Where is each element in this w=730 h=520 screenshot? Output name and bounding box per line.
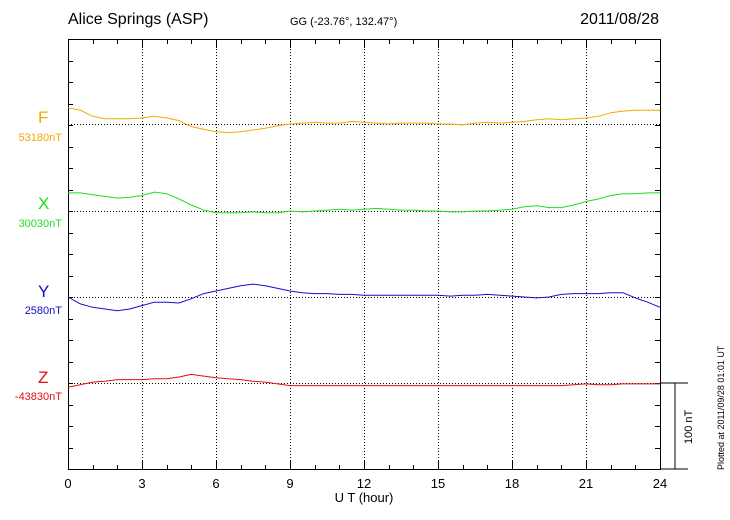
x-tick-label: 6	[212, 476, 219, 491]
series-line-y	[67, 283, 661, 312]
baseline-label-z: -43830nT	[14, 391, 62, 403]
x-tick-label: 12	[357, 476, 371, 491]
station-title: Alice Springs (ASP)	[68, 11, 209, 28]
series-line-f	[67, 107, 660, 134]
series-lines	[67, 107, 661, 388]
x-tick-label: 18	[505, 476, 519, 491]
series-label-x: X	[38, 194, 50, 213]
series-label-f: F	[38, 108, 49, 127]
x-tick-label: 15	[431, 476, 445, 491]
x-tick-label: 0	[64, 476, 71, 491]
x-tick-label: 3	[138, 476, 145, 491]
plotted-timestamp: Plotted at 2011/09/28 01:01 UT	[716, 345, 726, 470]
baseline-label-y: 2580nT	[24, 305, 62, 317]
x-tick-label: 24	[653, 476, 667, 491]
x-tick-label: 21	[579, 476, 593, 491]
series-label-z: Z	[38, 368, 49, 387]
station-coordinates: GG (-23.76°, 132.47°)	[290, 16, 398, 28]
plot-date: 2011/08/28	[580, 11, 659, 28]
series-line-x	[68, 191, 660, 214]
scale-bar	[661, 382, 688, 470]
x-axis-label: U T (hour)	[335, 490, 394, 505]
x-tick-labels: 0 3 6 9 12 15 18 21 24	[64, 476, 667, 491]
baseline-label-f: 53180nT	[18, 132, 62, 144]
grid-lines	[68, 40, 660, 469]
series-label-y: Y	[38, 282, 50, 301]
scale-bar-label: 100 nT	[683, 409, 695, 444]
series-line-z	[67, 373, 660, 388]
x-tick-label: 9	[286, 476, 293, 491]
axis-ticks	[68, 40, 661, 470]
baseline-label-x: 30030nT	[18, 218, 62, 230]
